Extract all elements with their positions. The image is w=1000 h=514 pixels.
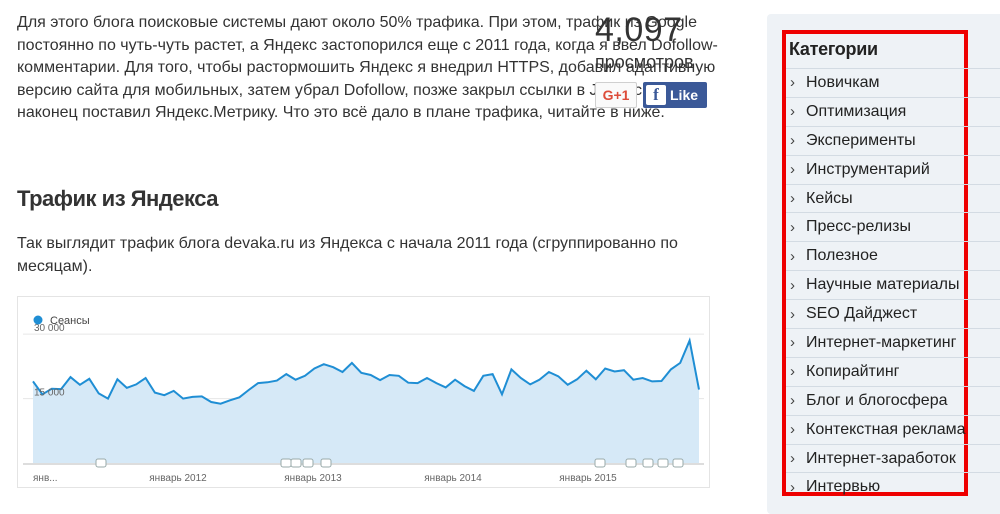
chart-x-tick-label: январь 2013 bbox=[284, 473, 342, 484]
chevron-right-icon: › bbox=[790, 132, 795, 150]
chart-x-tick-label: январь 2014 bbox=[424, 473, 482, 484]
sidebar-category-label: Оптимизация bbox=[806, 102, 907, 120]
sidebar-category-item[interactable]: › Эксперименты bbox=[786, 125, 1000, 155]
chart-annotation-marker bbox=[672, 458, 684, 468]
sidebar-category-item[interactable]: › Копирайтинг bbox=[786, 356, 1000, 386]
chevron-right-icon: › bbox=[790, 276, 795, 294]
facebook-like-button[interactable]: f Like bbox=[643, 82, 707, 108]
chevron-right-icon: › bbox=[790, 392, 795, 410]
sidebar-category-item[interactable]: › Контекстная реклама bbox=[786, 414, 1000, 444]
sidebar-category-item[interactable]: › Блог и блогосфера bbox=[786, 385, 1000, 415]
sidebar-category-label: Полезное bbox=[806, 247, 878, 265]
gplus-button[interactable]: G+1 bbox=[595, 82, 637, 108]
sidebar-category-label: Кейсы bbox=[806, 189, 853, 207]
sidebar-category-label: Интервью bbox=[806, 478, 881, 496]
chevron-right-icon: › bbox=[790, 161, 795, 179]
chart-annotation-marker bbox=[302, 458, 314, 468]
sidebar-category-label: Контекстная реклама bbox=[806, 420, 966, 438]
facebook-like-label: Like bbox=[670, 87, 699, 103]
chevron-right-icon: › bbox=[790, 103, 795, 121]
chart-annotation-marker bbox=[290, 458, 302, 468]
categories-highlight-frame bbox=[782, 30, 968, 496]
chevron-right-icon: › bbox=[790, 190, 795, 207]
categories-title: Категории bbox=[789, 39, 878, 59]
traffic-chart: 30 000 15 000 Сеансы янв... январь 2012 январ… bbox=[17, 296, 710, 488]
chart-series-line bbox=[32, 337, 700, 405]
chart-annotation-marker bbox=[320, 458, 332, 468]
sidebar-category-label: Инструментарий bbox=[806, 160, 930, 178]
chart-y-tick-label: 15 000 bbox=[34, 388, 65, 399]
sidebar-category-label: Копирайтинг bbox=[806, 362, 900, 380]
sidebar-category-label: SEO Дайджест bbox=[806, 305, 918, 323]
facebook-icon: f bbox=[646, 85, 666, 105]
sidebar-category-label: Эксперименты bbox=[806, 131, 916, 149]
sidebar-category-label: Интернет-заработок bbox=[806, 449, 956, 467]
sidebar-category-item[interactable]: › Инструментарий bbox=[786, 154, 1000, 184]
chart-annotation-marker bbox=[657, 458, 669, 468]
sidebar-category-label: Пресс-релизы bbox=[806, 218, 911, 236]
sidebar-category-label: Интернет-маркетинг bbox=[806, 333, 957, 351]
sidebar-category-item[interactable]: › Научные материалы bbox=[786, 270, 1000, 299]
chevron-right-icon: › bbox=[790, 478, 795, 496]
sidebar-category-item[interactable]: › Кейсы bbox=[786, 183, 1000, 213]
chart-x-tick-label: январь 2012 bbox=[149, 473, 207, 484]
article-paragraph: Так выглядит трафик блога devaka.ru из Я… bbox=[17, 235, 678, 275]
chevron-right-icon: › bbox=[790, 218, 795, 236]
section-heading: Трафик из Яндекса bbox=[17, 186, 219, 211]
chart-annotation-marker bbox=[642, 458, 654, 468]
sidebar-category-item[interactable]: › Интернет-заработок bbox=[786, 443, 1000, 473]
traffic-chart-svg: 30 000 15 000 Сеансы янв... январь 2012 январ… bbox=[23, 315, 704, 484]
sidebar-category-item[interactable]: › Пресс-релизы bbox=[786, 212, 1000, 241]
chart-area-fill bbox=[33, 340, 699, 463]
chart-annotation-marker bbox=[625, 458, 637, 468]
chevron-right-icon: › bbox=[790, 247, 795, 265]
sidebar-category-item[interactable]: › Полезное bbox=[786, 241, 1000, 270]
gplus-label: G+1 bbox=[602, 87, 630, 103]
chevron-right-icon: › bbox=[790, 74, 795, 92]
chart-x-tick-label: янв... bbox=[33, 473, 58, 484]
chart-legend-dot bbox=[33, 315, 43, 325]
categories-list: › Новичкам › Оптимизация › Эксперименты › Инстр… bbox=[786, 68, 1000, 501]
sidebar-category-item[interactable]: › SEO Дайджест bbox=[786, 299, 1000, 328]
chart-y-tick-label: 30 000 bbox=[34, 323, 65, 334]
chart-annotation-marker bbox=[280, 458, 292, 468]
chart-x-tick-label: январь 2015 bbox=[559, 473, 617, 484]
chevron-right-icon: › bbox=[790, 421, 795, 439]
chevron-right-icon: › bbox=[790, 334, 795, 352]
sidebar-category-label: Новичкам bbox=[806, 73, 880, 91]
views-count: 4,097 bbox=[595, 11, 683, 49]
sidebar-category-label: Блог и блогосфера bbox=[806, 391, 948, 409]
chart-annotation-marker bbox=[95, 458, 107, 468]
sidebar-category-item[interactable]: › Оптимизация bbox=[786, 96, 1000, 126]
share-buttons: G+1 f Like bbox=[595, 82, 707, 108]
article-intro: Для этого блога поисковые системы дают о… bbox=[17, 14, 718, 121]
views-counter: 4,097 просмотров bbox=[595, 10, 715, 73]
chart-legend-label: Сеансы bbox=[50, 315, 90, 327]
chevron-right-icon: › bbox=[790, 450, 795, 468]
chevron-right-icon: › bbox=[790, 363, 795, 381]
views-label: просмотров bbox=[595, 52, 694, 72]
sidebar-category-item[interactable]: › Новичкам bbox=[786, 68, 1000, 97]
sidebar-category-label: Научные материалы bbox=[806, 276, 960, 294]
sidebar-category-item[interactable]: › Интервью bbox=[786, 472, 1000, 501]
sidebar-category-item[interactable]: › Интернет-маркетинг bbox=[786, 328, 1000, 357]
chevron-right-icon: › bbox=[790, 305, 795, 323]
chart-annotation-marker bbox=[594, 458, 606, 468]
